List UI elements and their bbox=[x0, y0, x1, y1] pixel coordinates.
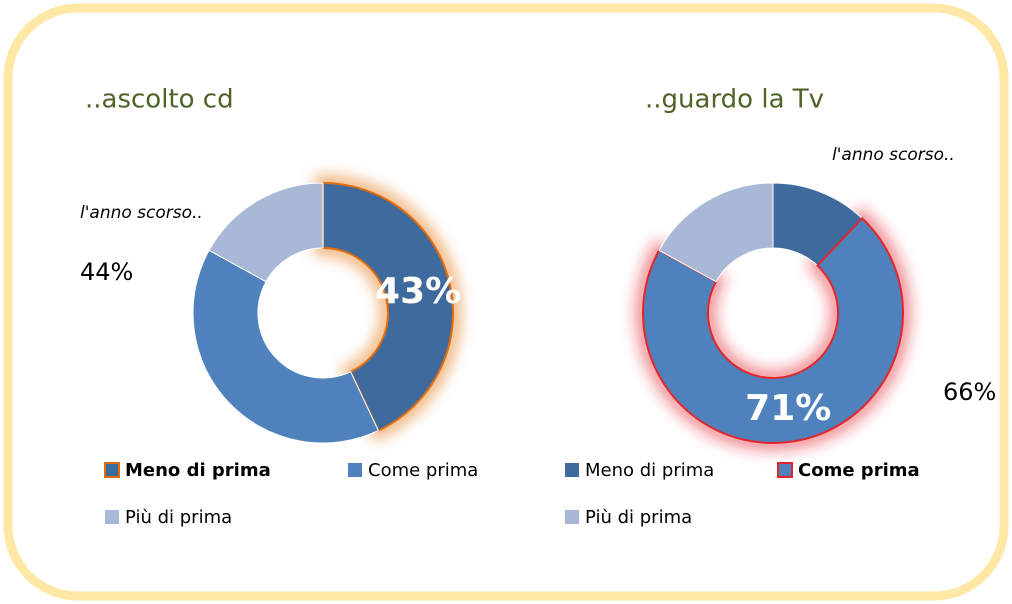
donut-slice bbox=[642, 216, 904, 444]
donut-slice bbox=[208, 182, 324, 283]
legend-label: Come prima bbox=[798, 460, 920, 481]
legend-label: Come prima bbox=[368, 460, 478, 481]
data-label: 43% bbox=[375, 270, 462, 312]
legend-label: Meno di prima bbox=[125, 460, 271, 481]
legend-swatch bbox=[348, 463, 362, 477]
legend-label: Meno di prima bbox=[585, 460, 714, 481]
annotation: l'anno scorso.. bbox=[80, 203, 203, 223]
chart-title: ..ascolto cd bbox=[85, 85, 234, 115]
annotation: l'anno scorso.. bbox=[832, 145, 955, 165]
chart-title: ..guardo la Tv bbox=[645, 85, 824, 115]
legend-label: Più di prima bbox=[585, 507, 692, 528]
data-label: 71% bbox=[745, 388, 832, 430]
data-label-box: 71% bbox=[745, 388, 832, 430]
donut-slice bbox=[322, 181, 454, 432]
legend-swatch bbox=[105, 510, 119, 524]
legend-swatch bbox=[565, 510, 579, 524]
legend-swatch bbox=[777, 462, 793, 478]
legend-swatch bbox=[104, 462, 120, 478]
donut-slice bbox=[658, 182, 774, 283]
donut-slice bbox=[192, 249, 380, 444]
annotation: 66% bbox=[943, 378, 996, 406]
data-label-box: 43% bbox=[375, 270, 462, 312]
annotation: 44% bbox=[80, 258, 133, 286]
legend-swatch bbox=[565, 463, 579, 477]
legend-label: Più di prima bbox=[125, 507, 232, 528]
